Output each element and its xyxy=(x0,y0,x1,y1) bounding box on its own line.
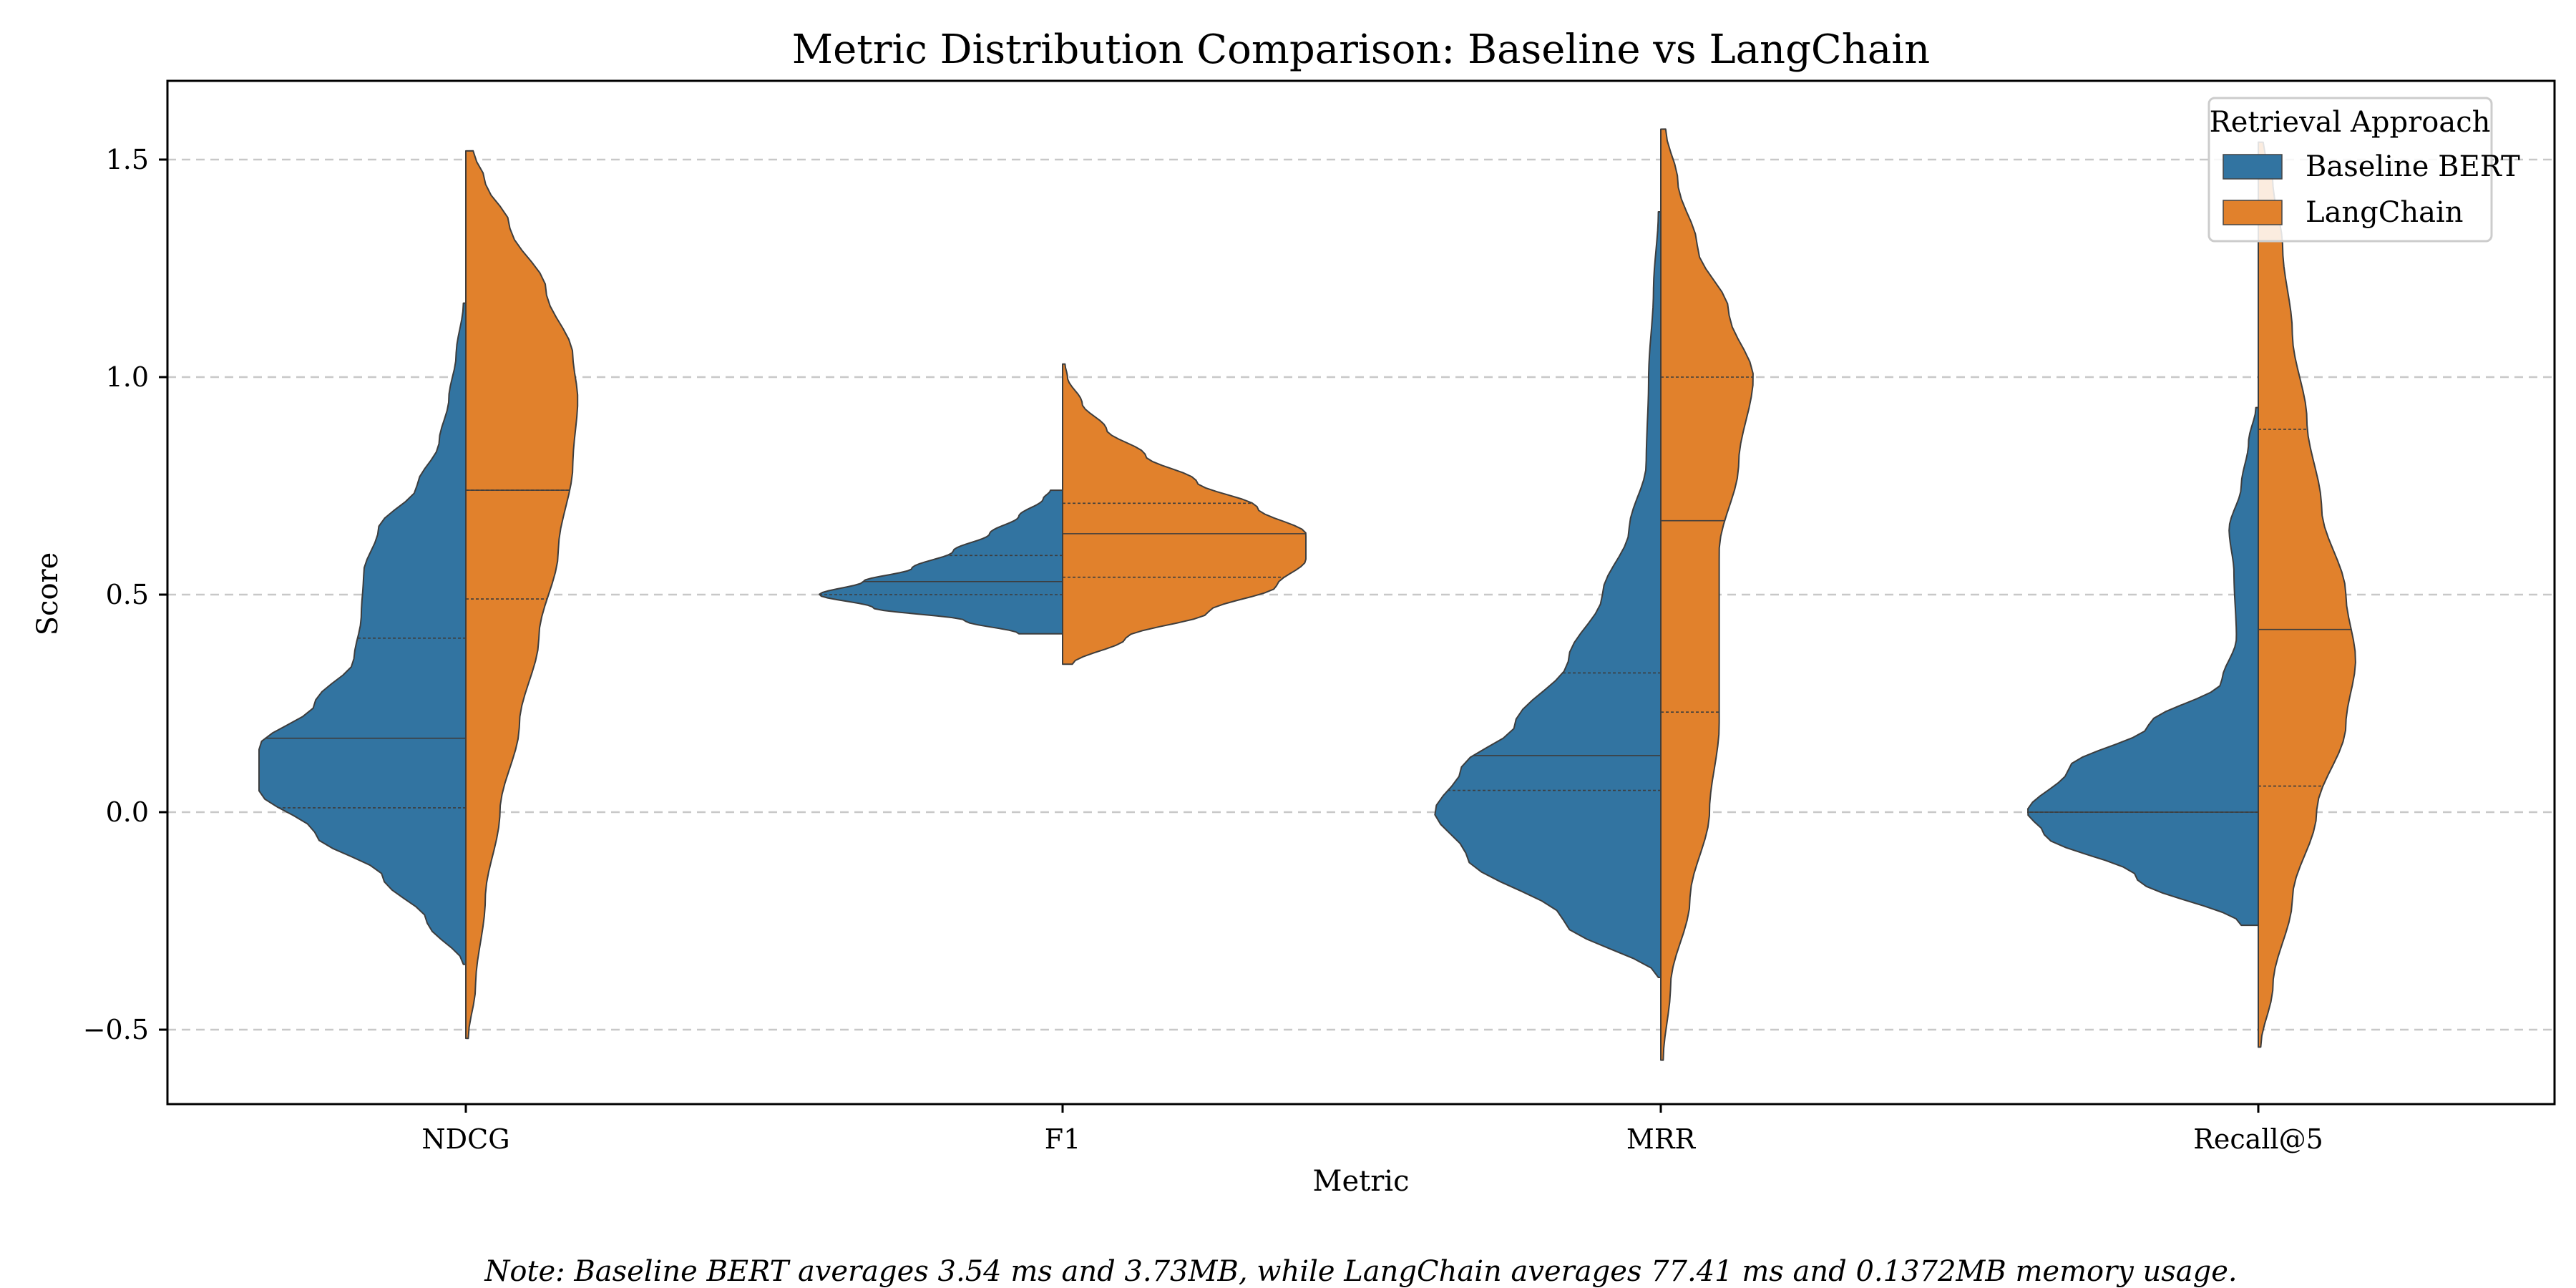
y-tick-label: −0.5 xyxy=(83,1014,149,1045)
x-tick-label: Recall@5 xyxy=(2193,1123,2323,1155)
y-tick-label: 0.0 xyxy=(106,796,149,828)
x-tick-label: NDCG xyxy=(421,1123,509,1155)
chart-title: Metric Distribution Comparison: Baseline… xyxy=(792,26,1930,73)
y-tick-label: 1.0 xyxy=(106,361,149,393)
legend-label-langchain: LangChain xyxy=(2306,196,2464,229)
violin-langchain-recall-5 xyxy=(2258,141,2356,1048)
footnote: Note: Baseline BERT averages 3.54 ms and… xyxy=(484,1255,2237,1288)
violin-langchain-ndcg xyxy=(465,150,579,1040)
x-tick-label: F1 xyxy=(1045,1123,1081,1155)
plot-frame xyxy=(166,79,2556,1106)
violin-baseline-bert-ndcg xyxy=(258,302,467,965)
legend-swatch-langchain xyxy=(2223,200,2283,225)
y-axis: −0.5 0.0 0.5 1.0 1.5 xyxy=(83,144,167,1045)
violin-baseline-bert-f1 xyxy=(819,489,1063,635)
legend-title: Retrieval Approach xyxy=(2210,106,2491,139)
legend: Retrieval Approach Baseline BERT LangCha… xyxy=(2207,97,2520,243)
legend-label-baseline-bert: Baseline BERT xyxy=(2306,150,2520,183)
legend-swatch-baseline-bert xyxy=(2223,154,2283,180)
violins xyxy=(258,128,2356,1061)
y-tick-label: 0.5 xyxy=(106,579,149,610)
violin-baseline-bert-mrr xyxy=(1434,210,1662,979)
y-axis-label: Score xyxy=(31,552,64,636)
x-axis-label: Metric xyxy=(1312,1165,1409,1198)
x-tick-label: MRR xyxy=(1626,1123,1697,1155)
y-tick-label: 1.5 xyxy=(106,144,149,175)
x-axis: NDCG F1 MRR Recall@5 xyxy=(421,1104,2323,1155)
violin-baseline-bert-recall-5 xyxy=(2027,406,2259,927)
violin-langchain-f1 xyxy=(1062,363,1307,665)
violin-langchain-mrr xyxy=(1660,128,1754,1061)
